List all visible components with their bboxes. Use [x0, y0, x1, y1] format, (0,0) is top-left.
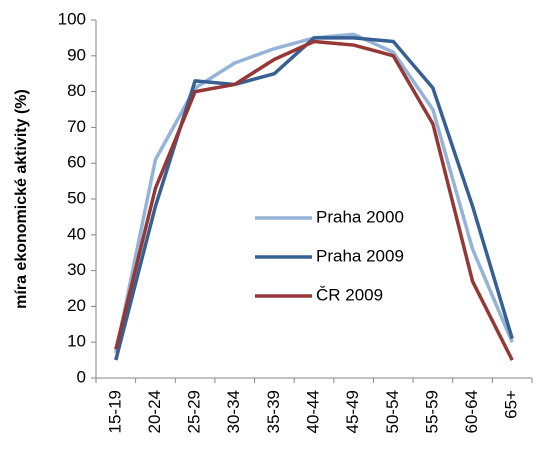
x-tick-label: 50-54 [383, 390, 402, 433]
y-tick-label: 40 [67, 224, 86, 243]
x-tick-label: 20-24 [145, 390, 164, 433]
x-tick-label: 30-34 [224, 390, 243, 433]
y-tick-label: 30 [67, 260, 86, 279]
y-tick-label: 10 [67, 332, 86, 351]
x-tick-label: 65+ [502, 390, 521, 419]
x-tick-label: 25-29 [185, 390, 204, 433]
x-tick-label: 35-39 [264, 390, 283, 433]
x-tick-label: 40-44 [303, 390, 322, 433]
y-tick-label: 100 [58, 9, 86, 28]
series-line [114, 39, 514, 361]
x-tick-label: 45-49 [343, 390, 362, 433]
legend-label: Praha 2000 [316, 207, 404, 226]
series-line [114, 32, 514, 354]
y-tick-label: 70 [67, 117, 86, 136]
y-tick-label: 80 [67, 81, 86, 100]
y-tick-label: 20 [67, 296, 86, 315]
legend-label: ČR 2009 [316, 285, 383, 304]
y-tick-label: 60 [67, 153, 86, 172]
y-tick-label: 0 [77, 367, 86, 386]
x-tick-label: 55-59 [422, 390, 441, 433]
y-axis-label: míra ekonomické aktivity (%) [13, 89, 30, 309]
x-tick-label: 15-19 [105, 390, 124, 433]
y-tick-label: 50 [67, 188, 86, 207]
x-tick-label: 60-64 [462, 390, 481, 433]
y-tick-label: 90 [67, 45, 86, 64]
legend-label: Praha 2009 [316, 246, 404, 265]
